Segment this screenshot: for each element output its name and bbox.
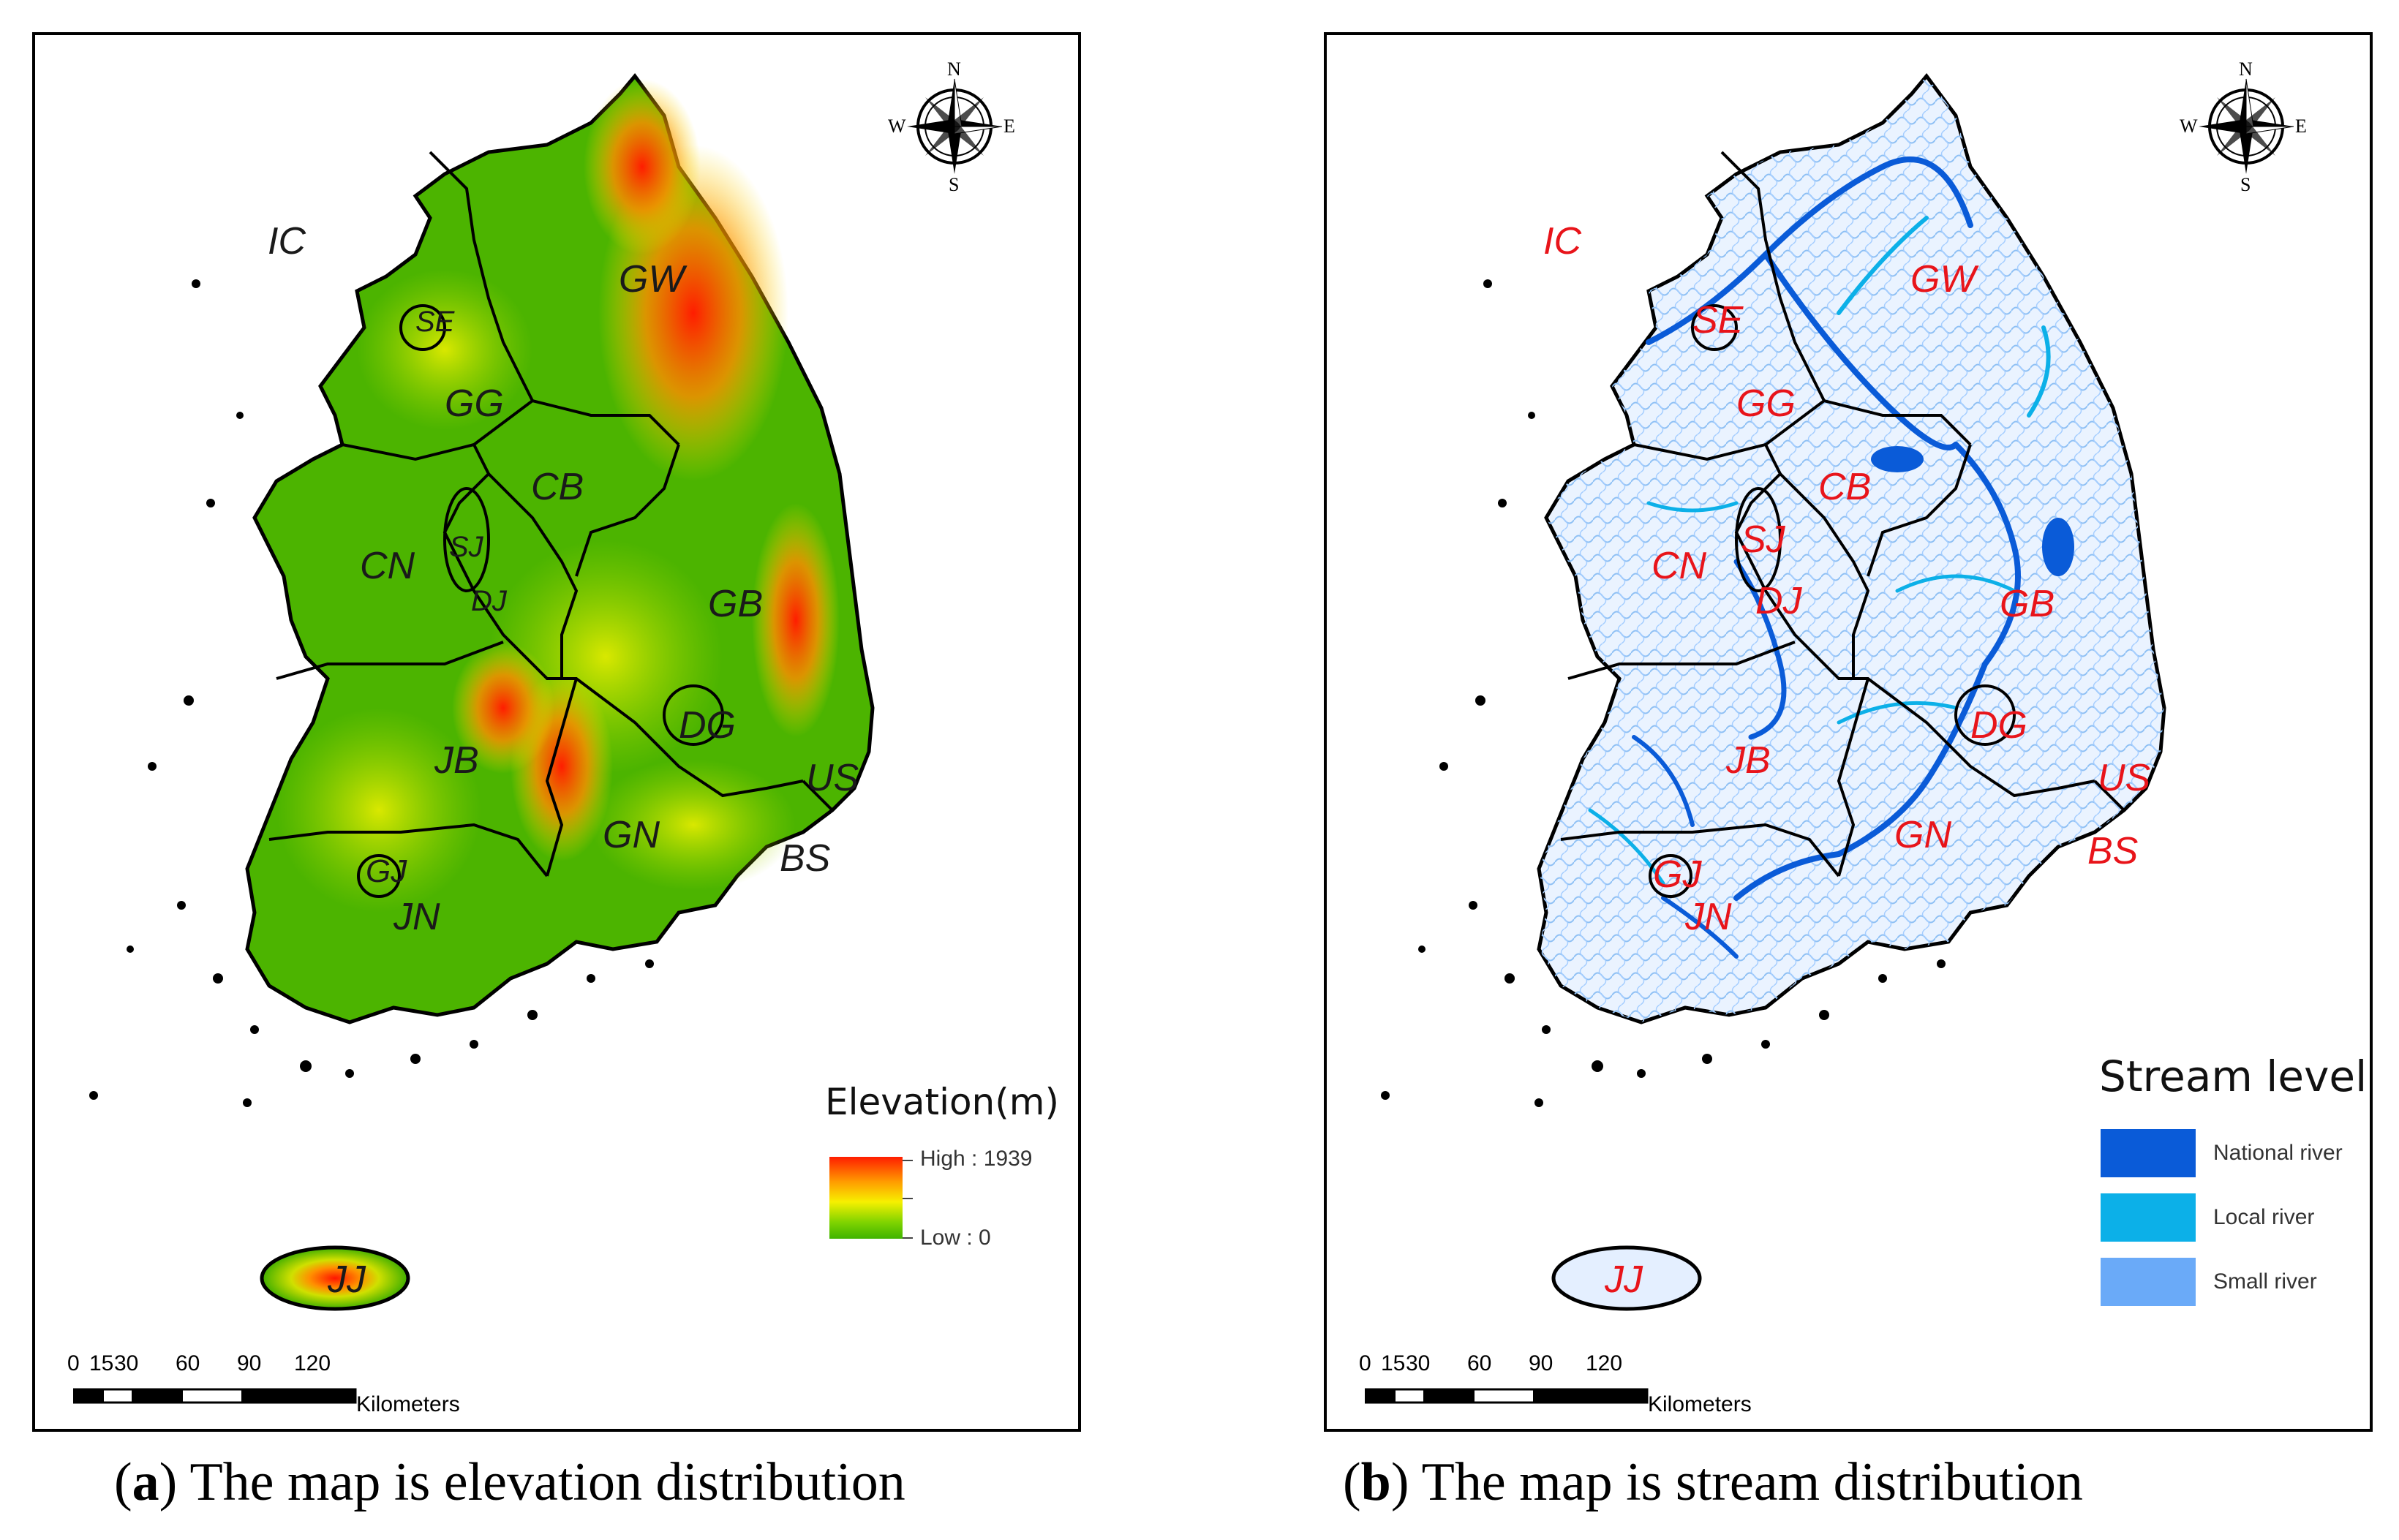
legend-high-label: High : 1939 — [920, 1147, 1033, 1171]
legend-swatch-national — [2101, 1129, 2196, 1177]
region-label: CB — [531, 466, 584, 508]
region-label: US — [806, 757, 859, 799]
region-label: SJ — [1741, 518, 1785, 561]
region-label: GB — [708, 583, 764, 625]
region-label: IC — [1543, 220, 1581, 263]
region-label: JN — [393, 896, 440, 938]
compass-north: N — [947, 58, 961, 80]
region-label: GN — [603, 814, 660, 856]
scale-tick: 120 — [1586, 1351, 1623, 1375]
region-label: SJ — [449, 531, 483, 563]
region-label: GB — [2000, 583, 2055, 625]
scale-bar: 0 15 30 60 90 120 Kilometers — [67, 1351, 477, 1424]
caption-letter: b — [1360, 1452, 1391, 1512]
elevation-legend-title: Elevation(m) — [825, 1081, 1059, 1123]
scale-tick: 120 — [294, 1351, 331, 1375]
elevation-gradient-bar — [829, 1157, 903, 1239]
region-label: JN — [1685, 896, 1732, 938]
scale-tick: 15 — [89, 1351, 114, 1375]
caption-open-paren: ( — [114, 1452, 132, 1512]
elevation-map — [89, 72, 875, 1311]
caption-letter: a — [132, 1452, 159, 1512]
legend-label-local: Local river — [2213, 1205, 2315, 1229]
elevation-map-panel: IC GW GG CB CN SJ DJ GB JB DG US GN BS G… — [32, 32, 1081, 1432]
scale-units: Kilometers — [356, 1392, 460, 1416]
region-label: JB — [434, 739, 479, 782]
caption-open-paren: ( — [1343, 1452, 1361, 1512]
region-label: SE — [1692, 299, 1744, 341]
legend-low-label: Low : 0 — [920, 1226, 991, 1250]
scale-bar-graphic — [73, 1388, 357, 1404]
stream-legend-title: Stream level — [2099, 1052, 2368, 1101]
region-label: DG — [679, 704, 736, 747]
legend-swatch-small — [2101, 1258, 2196, 1306]
region-label: DJ — [471, 585, 507, 617]
compass-south: S — [949, 174, 960, 195]
caption-text: ) The map is elevation distribution — [159, 1452, 905, 1512]
region-label: GW — [619, 258, 685, 301]
region-label: CN — [1652, 545, 1707, 587]
legend-label-small: Small river — [2213, 1269, 2317, 1294]
scale-tick: 0 — [1359, 1351, 1371, 1375]
compass-icon — [2199, 78, 2294, 174]
scale-tick: 60 — [176, 1351, 200, 1375]
compass-icon — [907, 78, 1003, 174]
legend-tick — [903, 1160, 913, 1161]
region-label: DJ — [1755, 580, 1802, 622]
region-label: GW — [1910, 258, 1976, 301]
scale-tick: 30 — [114, 1351, 139, 1375]
region-label: JJ — [1605, 1258, 1643, 1301]
legend-label-national: National river — [2213, 1141, 2343, 1165]
scale-tick: 30 — [1406, 1351, 1431, 1375]
compass-east: E — [1003, 116, 1015, 137]
compass-rose: N S E W — [2180, 58, 2308, 195]
scale-tick: 60 — [1467, 1351, 1492, 1375]
legend-tick — [903, 1237, 913, 1239]
region-label: DG — [1970, 704, 2027, 747]
region-label: GJ — [1653, 853, 1702, 896]
region-label: SE — [415, 306, 455, 338]
compass-rose: N S E W — [888, 58, 1017, 195]
compass-north: N — [2239, 58, 2253, 80]
compass-west: W — [2180, 116, 2198, 137]
scale-bar-graphic — [1365, 1388, 1649, 1404]
stream-map — [1381, 72, 2166, 1311]
scale-tick: 15 — [1381, 1351, 1406, 1375]
scale-units: Kilometers — [1648, 1392, 1752, 1416]
stream-map-panel: IC GW GG CB CN SJ DJ GB JB DG US GN BS G… — [1324, 32, 2373, 1432]
scale-tick: 0 — [67, 1351, 80, 1375]
compass-west: W — [888, 116, 906, 137]
caption-b: (b) The map is stream distribution — [1343, 1452, 2083, 1514]
region-label: CN — [360, 545, 415, 587]
compass-south: S — [2240, 174, 2251, 195]
region-label: GG — [445, 382, 504, 425]
jeju-island — [1551, 1245, 1702, 1311]
region-label: JJ — [328, 1258, 366, 1301]
region-label: BS — [780, 837, 831, 880]
region-label: CB — [1818, 466, 1872, 508]
caption-text: ) The map is stream distribution — [1390, 1452, 2083, 1512]
caption-a: (a) The map is elevation distribution — [114, 1452, 905, 1514]
scale-bar: 0 15 30 60 90 120 Kilometers — [1359, 1351, 1769, 1424]
region-label: GG — [1736, 382, 1796, 425]
jeju-island — [260, 1245, 410, 1311]
region-label: IC — [268, 220, 306, 263]
compass-east: E — [2295, 116, 2307, 137]
region-label: GN — [1894, 814, 1951, 856]
legend-swatch-local — [2101, 1193, 2196, 1242]
region-label: US — [2098, 757, 2151, 799]
region-label: JB — [1726, 739, 1771, 782]
scale-tick: 90 — [1529, 1351, 1553, 1375]
region-label: GJ — [366, 853, 407, 889]
legend-tick — [903, 1198, 913, 1199]
scale-tick: 90 — [237, 1351, 262, 1375]
region-label: BS — [2087, 830, 2139, 872]
